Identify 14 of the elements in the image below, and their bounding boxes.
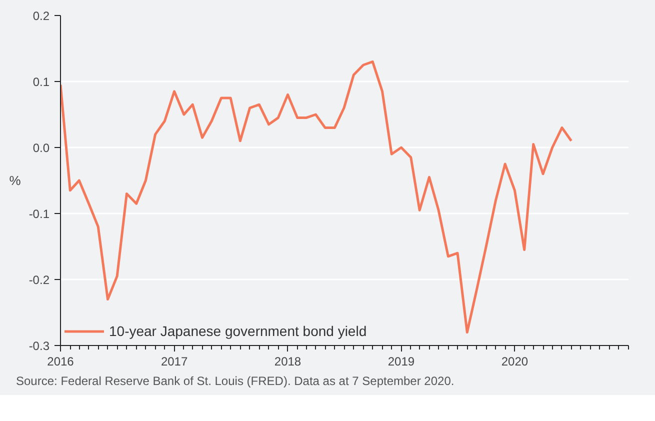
source-note: Source: Federal Reserve Bank of St. Louis (FRED). Data as at 7 September 2020. [16, 373, 454, 390]
x-tick-label: 2020 [501, 354, 528, 368]
y-axis-title: % [9, 173, 22, 188]
y-tick-label: 0.2 [32, 9, 50, 23]
y-tick-label: -0.1 [28, 207, 50, 221]
y-tick-label: -0.3 [28, 339, 50, 353]
y-tick-label: -0.2 [28, 273, 50, 287]
legend-label: 10-year Japanese government bond yield [109, 323, 367, 339]
x-tick-label: 2016 [47, 354, 74, 368]
x-tick-label: 2019 [388, 354, 415, 368]
x-tick-label: 2018 [274, 354, 302, 368]
x-tick-label: 2017 [160, 354, 188, 368]
y-tick-label: 0.1 [32, 75, 50, 89]
y-tick-label: 0.0 [32, 141, 50, 155]
